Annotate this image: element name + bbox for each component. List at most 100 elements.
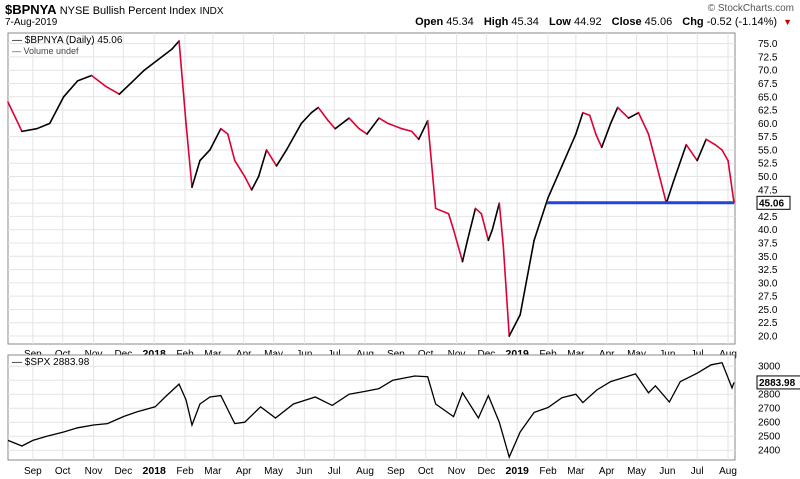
x-tick-label: Dec	[477, 466, 495, 477]
series-segment-up	[609, 106, 619, 125]
y-tick-label: 52.5	[758, 159, 778, 170]
series-segment-down	[714, 143, 723, 151]
x-tick-label: Jul	[328, 466, 341, 477]
y-tick-label: 42.5	[758, 212, 778, 223]
series-segment-up	[209, 127, 222, 151]
x-tick-label: 2018	[143, 465, 167, 477]
y-tick-label: 22.5	[758, 318, 778, 329]
x-tick-label: May	[264, 466, 283, 477]
series-segment-up	[76, 74, 93, 82]
series-segment-up	[191, 159, 201, 188]
x-tick-label: Jun	[296, 466, 312, 477]
legend-label: — $BPNYA (Daily) 45.06	[12, 35, 123, 46]
high-value: 45.34	[511, 16, 539, 28]
series-segment-up	[334, 117, 350, 130]
series-segment-up	[143, 58, 159, 72]
y-tick-label: 2700	[758, 404, 781, 415]
chg-label: Chg	[682, 16, 704, 28]
series-segment-up	[461, 239, 469, 263]
y-tick-label: 37.5	[758, 238, 778, 249]
series-segment-down	[480, 212, 490, 242]
series-segment-up	[300, 111, 313, 125]
x-tick-label: Feb	[176, 466, 194, 477]
series-segment-down	[178, 40, 187, 125]
y-tick-label: 50.0	[758, 172, 778, 183]
y-tick-label: 70.0	[758, 66, 778, 77]
series-segment-down	[104, 85, 121, 95]
series-segment-up	[547, 165, 563, 199]
series-segment-down	[90, 74, 107, 87]
x-tick-label: Feb	[539, 466, 557, 477]
x-tick-label: Oct	[418, 466, 434, 477]
close-label: Close	[611, 16, 642, 28]
y-tick-label: 27.5	[758, 292, 778, 303]
series-segment-down	[637, 111, 650, 135]
x-tick-label: 2019	[506, 465, 530, 477]
price-chart[interactable]: 20.0 22.5 25.0 27.5 30.0 32.5 35.0 37.5 40.0 42.5…	[0, 28, 800, 479]
plot-area	[7, 354, 736, 461]
series-segment-up	[199, 149, 211, 162]
y-tick-label: 2600	[758, 418, 781, 429]
chart-header: $BPNYA NYSE Bullish Percent Index INDX 7…	[0, 0, 800, 28]
series-segment-up	[696, 138, 707, 162]
quote-date: 7-Aug-2019	[5, 17, 58, 28]
series-segment-up	[561, 133, 577, 167]
y-tick-label: 57.5	[758, 132, 778, 143]
series-segment-down	[387, 122, 403, 130]
x-tick-label: Oct	[55, 466, 71, 477]
series-segment-up	[171, 40, 180, 50]
open-value: 45.34	[446, 16, 474, 28]
series-segment-up	[417, 119, 429, 141]
y-tick-label: 2800	[758, 390, 781, 401]
series-segment-up	[665, 181, 675, 204]
low-value: 44.92	[574, 16, 602, 28]
series-segment-down	[616, 106, 630, 119]
symbol-name: NYSE Bullish Percent Index	[59, 5, 197, 17]
series-segment-up	[575, 111, 584, 135]
y-tick-label: 62.5	[758, 106, 778, 117]
x-tick-label: Jul	[691, 466, 704, 477]
series-segment-up	[285, 122, 303, 151]
series-segment-down	[243, 175, 253, 191]
series-segment-up	[519, 239, 535, 316]
series-segment-up	[257, 149, 268, 178]
close-value: 45.06	[644, 16, 673, 28]
high-label: High	[483, 16, 509, 28]
series-segment-down	[317, 106, 330, 122]
x-tick-label: Dec	[114, 466, 132, 477]
series-segment-up	[62, 80, 79, 98]
series-segment-up	[627, 111, 640, 119]
x-tick-label: Sep	[24, 466, 42, 477]
series-segment-up	[533, 197, 549, 242]
series-segment-up	[491, 202, 501, 231]
series-segment-down	[452, 228, 464, 263]
series-segment-down	[727, 159, 735, 204]
series-segment-up	[250, 175, 260, 191]
open-label: Open	[415, 16, 444, 28]
series-segment-up	[118, 80, 135, 95]
series-segment-up	[132, 69, 146, 82]
y-tick-label: 72.5	[758, 52, 778, 63]
x-tick-label: Apr	[599, 466, 615, 477]
series-segment-up	[310, 106, 320, 114]
last-value-tag	[756, 375, 800, 390]
series-segment-down	[401, 127, 413, 133]
x-tick-label: Aug	[719, 466, 737, 477]
y-tick-label: 2400	[758, 446, 781, 457]
series-segment-down	[378, 117, 389, 125]
series-segment-up	[48, 95, 65, 125]
y-tick-label: 20.0	[758, 332, 778, 343]
series-segment-down	[434, 207, 450, 215]
y-tick-label: 3000	[758, 362, 781, 373]
series-segment-down	[185, 122, 193, 188]
series-segment-up	[366, 117, 380, 135]
series-segment-down	[410, 130, 420, 141]
x-tick-label: Aug	[356, 466, 374, 477]
last-value-label: 45.06	[759, 198, 784, 209]
series-segment-up	[672, 143, 688, 183]
x-tick-label: Apr	[236, 466, 252, 477]
series-segment-up	[21, 127, 38, 133]
legend-label: — $SPX 2883.98	[12, 357, 90, 368]
series-segment-down	[654, 159, 668, 204]
low-label: Low	[548, 16, 571, 28]
